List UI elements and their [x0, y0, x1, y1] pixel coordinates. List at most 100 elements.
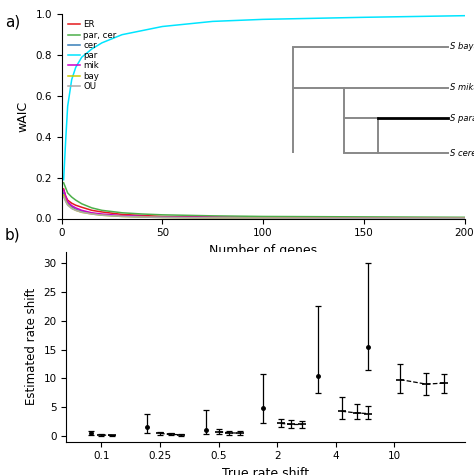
mik — [61, 187, 66, 193]
mik — [69, 203, 74, 209]
Line: ER: ER — [64, 189, 465, 218]
ER — [462, 215, 467, 221]
mik — [159, 214, 165, 220]
par, cer — [79, 201, 84, 207]
bay — [69, 206, 74, 211]
OU — [73, 208, 79, 213]
bay — [79, 209, 84, 215]
OU — [260, 215, 266, 221]
mik — [139, 214, 145, 219]
cer — [69, 204, 74, 209]
cer — [79, 209, 84, 214]
par, cer — [260, 214, 266, 219]
par — [99, 40, 105, 46]
par — [69, 77, 74, 83]
bay — [210, 215, 216, 221]
ER — [361, 215, 367, 221]
ER — [61, 186, 66, 192]
par — [139, 28, 145, 33]
par — [63, 138, 68, 144]
bay — [99, 212, 105, 218]
Text: S paradoxus: S paradoxus — [450, 114, 474, 123]
par — [462, 13, 467, 19]
cer — [73, 207, 79, 212]
bay — [61, 192, 66, 198]
Y-axis label: wAIC: wAIC — [17, 101, 30, 132]
mik — [119, 213, 125, 219]
OU — [139, 214, 145, 220]
par — [65, 104, 71, 109]
cer — [139, 214, 145, 219]
par — [361, 14, 367, 20]
OU — [210, 215, 216, 221]
par, cer — [73, 197, 79, 203]
cer — [99, 212, 105, 218]
par, cer — [65, 190, 71, 196]
par, cer — [462, 214, 467, 220]
par, cer — [61, 180, 66, 186]
cer — [61, 190, 66, 196]
par, cer — [63, 185, 68, 191]
Line: par: par — [64, 16, 465, 180]
par — [73, 65, 79, 70]
OU — [361, 216, 367, 221]
OU — [119, 214, 125, 219]
ER — [69, 200, 74, 206]
mik — [73, 205, 79, 211]
bay — [65, 202, 71, 208]
mik — [361, 215, 367, 221]
par, cer — [69, 194, 74, 200]
par — [119, 32, 125, 38]
ER — [159, 214, 165, 219]
Line: cer: cer — [64, 193, 465, 219]
bay — [73, 208, 79, 213]
par, cer — [119, 210, 125, 216]
cer — [361, 215, 367, 221]
Line: par, cer: par, cer — [64, 183, 465, 217]
OU — [65, 202, 71, 208]
ER — [99, 209, 105, 215]
cer — [63, 196, 68, 202]
mik — [210, 215, 216, 220]
cer — [159, 214, 165, 220]
Text: S bayanus: S bayanus — [450, 42, 474, 51]
par, cer — [210, 213, 216, 219]
ER — [139, 213, 145, 219]
OU — [69, 206, 74, 211]
Text: b): b) — [5, 228, 20, 243]
bay — [89, 211, 95, 217]
Text: S mikatae: S mikatae — [450, 83, 474, 92]
par, cer — [361, 214, 367, 220]
par, cer — [99, 208, 105, 213]
par — [210, 19, 216, 24]
ER — [210, 214, 216, 220]
Line: bay: bay — [64, 195, 465, 218]
cer — [260, 215, 266, 221]
bay — [462, 216, 467, 221]
mik — [462, 216, 467, 221]
bay — [63, 198, 68, 203]
OU — [63, 199, 68, 204]
ER — [119, 211, 125, 217]
par — [89, 46, 95, 52]
par, cer — [159, 212, 165, 218]
mik — [89, 210, 95, 216]
par — [159, 24, 165, 29]
ER — [63, 193, 68, 199]
bay — [159, 215, 165, 220]
ER — [89, 208, 95, 213]
par, cer — [89, 205, 95, 211]
bay — [361, 216, 367, 221]
mik — [99, 211, 105, 217]
OU — [159, 215, 165, 220]
ER — [260, 215, 266, 220]
Line: OU: OU — [64, 197, 465, 218]
Legend: ER, par, cer, cer, par, mik, bay, OU: ER, par, cer, cer, par, mik, bay, OU — [66, 19, 118, 93]
ER — [65, 197, 71, 203]
OU — [99, 212, 105, 218]
Line: mik: mik — [64, 190, 465, 218]
OU — [89, 211, 95, 217]
X-axis label: True rate shift: True rate shift — [222, 467, 309, 475]
cer — [462, 216, 467, 221]
par — [61, 177, 66, 182]
